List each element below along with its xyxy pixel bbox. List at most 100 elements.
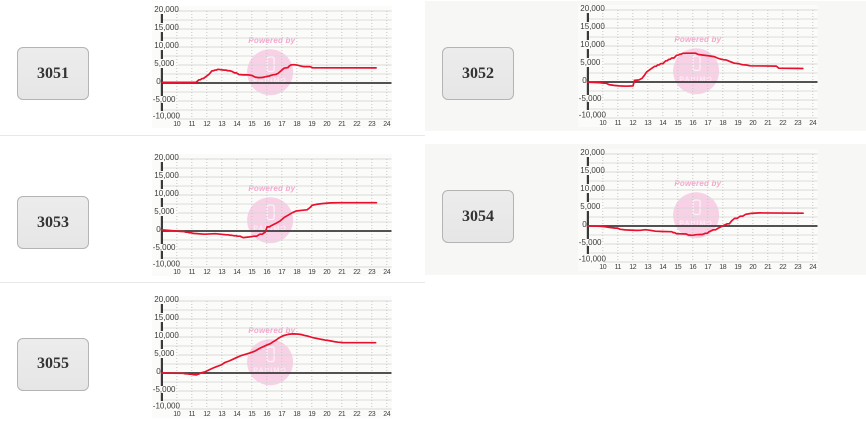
svg-text:15,000: 15,000 <box>580 166 605 175</box>
svg-text:10,000: 10,000 <box>580 184 605 193</box>
svg-text:-10,000: -10,000 <box>153 401 181 410</box>
svg-text:12: 12 <box>203 269 210 276</box>
svg-text:18: 18 <box>719 120 726 127</box>
svg-text:Powered by: Powered by <box>674 179 721 188</box>
svg-text:17: 17 <box>278 269 285 276</box>
svg-text:20: 20 <box>323 121 330 128</box>
svg-text:22: 22 <box>353 269 360 276</box>
svg-text:0: 0 <box>156 77 161 86</box>
svg-text:23: 23 <box>368 269 375 276</box>
svg-text:14: 14 <box>659 264 666 271</box>
svg-text:24: 24 <box>809 264 816 271</box>
svg-text:15,000: 15,000 <box>580 22 605 31</box>
svg-text:21: 21 <box>764 120 771 127</box>
svg-text:-5,000: -5,000 <box>153 95 176 104</box>
svg-text:-5,000: -5,000 <box>153 243 176 252</box>
svg-text:10,000: 10,000 <box>154 41 179 50</box>
svg-text:PAPIMO: PAPIMO <box>253 77 287 84</box>
svg-text:20,000: 20,000 <box>580 149 605 157</box>
svg-text:12: 12 <box>629 120 636 127</box>
svg-text:5,000: 5,000 <box>154 59 175 68</box>
svg-text:24: 24 <box>383 121 390 128</box>
svg-text:11: 11 <box>188 121 195 128</box>
svg-text:13: 13 <box>644 120 651 127</box>
svg-text:-5,000: -5,000 <box>153 385 176 394</box>
svg-text:-10,000: -10,000 <box>153 259 181 268</box>
svg-text:Powered by: Powered by <box>674 35 721 44</box>
svg-text:15: 15 <box>248 121 255 128</box>
svg-text:20,000: 20,000 <box>154 296 179 304</box>
svg-text:23: 23 <box>368 411 375 418</box>
svg-text:22: 22 <box>779 120 786 127</box>
svg-text:20: 20 <box>323 269 330 276</box>
svg-text:10: 10 <box>173 269 180 276</box>
svg-text:0: 0 <box>156 225 161 234</box>
svg-text:PAPIMO: PAPIMO <box>679 220 713 227</box>
svg-text:10: 10 <box>173 121 180 128</box>
svg-text:Powered by: Powered by <box>248 36 295 45</box>
svg-text:20,000: 20,000 <box>154 6 179 14</box>
svg-text:16: 16 <box>263 269 270 276</box>
svg-text:Powered by: Powered by <box>248 184 295 193</box>
svg-text:24: 24 <box>383 411 390 418</box>
svg-text:-10,000: -10,000 <box>578 254 606 263</box>
svg-text:20: 20 <box>323 411 330 418</box>
svg-text:PAPIMO: PAPIMO <box>253 367 287 374</box>
svg-text:11: 11 <box>188 269 195 276</box>
svg-text:23: 23 <box>794 264 801 271</box>
svg-text:12: 12 <box>629 264 636 271</box>
svg-text:10,000: 10,000 <box>154 189 179 198</box>
svg-text:11: 11 <box>614 264 621 271</box>
svg-text:10,000: 10,000 <box>580 40 605 49</box>
svg-text:14: 14 <box>659 120 666 127</box>
svg-text:0: 0 <box>582 220 587 229</box>
svg-text:11: 11 <box>188 411 195 418</box>
svg-text:16: 16 <box>689 264 696 271</box>
svg-text:Powered by: Powered by <box>248 326 295 335</box>
svg-text:15: 15 <box>248 411 255 418</box>
svg-text:19: 19 <box>734 120 741 127</box>
svg-text:14: 14 <box>233 269 240 276</box>
svg-text:15,000: 15,000 <box>154 23 179 32</box>
svg-text:19: 19 <box>734 264 741 271</box>
svg-text:14: 14 <box>233 411 240 418</box>
svg-text:20,000: 20,000 <box>154 154 179 162</box>
svg-text:18: 18 <box>719 264 726 271</box>
svg-text:10: 10 <box>599 120 606 127</box>
svg-text:18: 18 <box>293 121 300 128</box>
svg-text:13: 13 <box>218 411 225 418</box>
svg-text:-5,000: -5,000 <box>578 238 601 247</box>
svg-text:19: 19 <box>308 411 315 418</box>
svg-text:15: 15 <box>248 269 255 276</box>
svg-text:15,000: 15,000 <box>154 313 179 322</box>
svg-text:-10,000: -10,000 <box>153 111 181 120</box>
svg-text:17: 17 <box>704 264 711 271</box>
svg-text:19: 19 <box>308 121 315 128</box>
svg-text:21: 21 <box>764 264 771 271</box>
svg-text:23: 23 <box>368 121 375 128</box>
svg-text:16: 16 <box>689 120 696 127</box>
svg-text:13: 13 <box>218 121 225 128</box>
svg-text:13: 13 <box>218 269 225 276</box>
svg-text:10: 10 <box>599 264 606 271</box>
svg-text:21: 21 <box>338 269 345 276</box>
svg-text:11: 11 <box>614 120 621 127</box>
svg-text:18: 18 <box>293 269 300 276</box>
svg-text:13: 13 <box>644 264 651 271</box>
svg-text:0: 0 <box>156 367 161 376</box>
svg-text:20: 20 <box>749 264 756 271</box>
svg-text:12: 12 <box>203 121 210 128</box>
svg-text:20: 20 <box>749 120 756 127</box>
svg-text:PAPIMO: PAPIMO <box>679 76 713 83</box>
svg-text:24: 24 <box>383 269 390 276</box>
svg-text:15,000: 15,000 <box>154 171 179 180</box>
svg-text:0: 0 <box>582 76 587 85</box>
svg-text:21: 21 <box>338 411 345 418</box>
svg-text:24: 24 <box>809 120 816 127</box>
svg-text:10,000: 10,000 <box>154 331 179 340</box>
svg-text:-10,000: -10,000 <box>578 110 606 119</box>
svg-text:18: 18 <box>293 411 300 418</box>
svg-text:16: 16 <box>263 411 270 418</box>
svg-text:23: 23 <box>794 120 801 127</box>
svg-text:19: 19 <box>308 269 315 276</box>
